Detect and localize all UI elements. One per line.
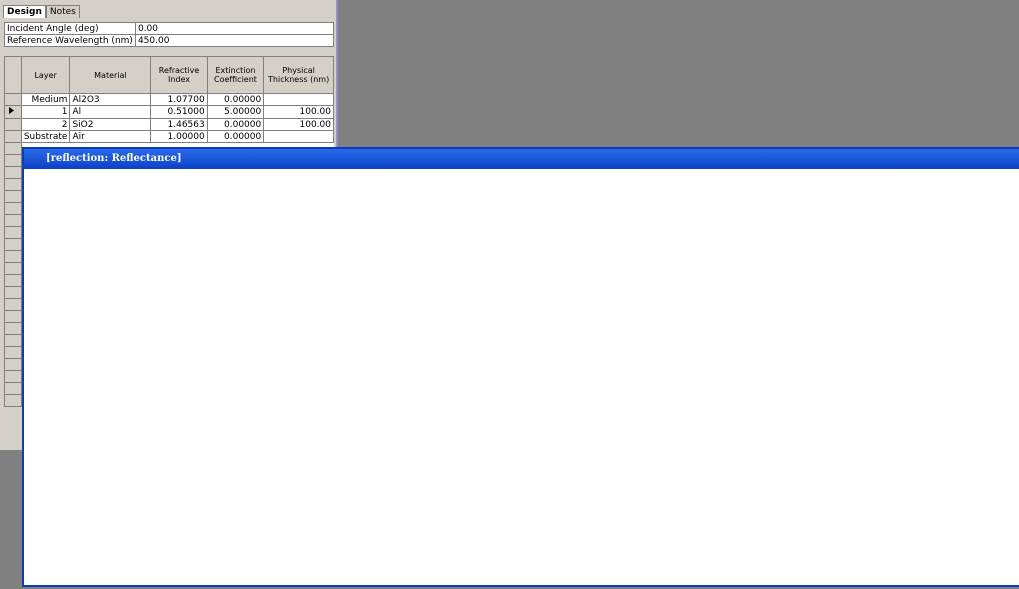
cell: 0.00000	[206, 118, 265, 131]
row-header	[4, 382, 22, 395]
tab[interactable]: Notes	[45, 5, 80, 18]
cell: Substrate	[20, 130, 71, 143]
tab[interactable]: Design	[3, 5, 46, 18]
cell: Al2O3	[69, 93, 152, 106]
row-header	[4, 190, 22, 203]
chart-window: [reflection: Reflectance]	[22, 147, 1019, 587]
cell	[263, 130, 334, 143]
row-header	[4, 274, 22, 287]
cell: SiO2	[69, 118, 152, 131]
corner	[4, 56, 22, 94]
row-header	[4, 93, 22, 106]
cell: 1.07700	[150, 93, 208, 106]
layer-row: Substrate Air 1.00000 0.00000	[4, 130, 334, 143]
cell: 100.00	[263, 118, 334, 131]
cell: 2	[20, 118, 71, 131]
header-row: Layer Material Refractive Index Extinction …	[4, 56, 334, 94]
row-header	[4, 214, 22, 227]
title-bar[interactable]: [reflection: Reflectance]	[24, 149, 1019, 169]
field-label: Incident Angle (deg)	[4, 22, 136, 35]
field-row: Incident Angle (deg) 0.00	[4, 22, 335, 35]
row-header	[4, 310, 22, 323]
tabs: Design Notes	[0, 0, 336, 18]
field-value: 0.00	[134, 22, 335, 35]
row-header	[4, 370, 22, 383]
row-header	[4, 142, 22, 155]
row-header	[4, 178, 22, 191]
row-header	[4, 394, 22, 407]
cell: 0.51000	[150, 105, 208, 119]
row-header	[4, 250, 22, 263]
layer-row: Medium Al2O3 1.07700 0.00000	[4, 93, 334, 106]
field-label: Reference Wavelength (nm)	[4, 34, 136, 47]
row-header	[4, 202, 22, 215]
row-header	[4, 130, 22, 143]
cell: 100.00	[263, 105, 334, 119]
row-header	[4, 346, 22, 359]
field-value: 450.00	[134, 34, 335, 47]
cell: 5.00000	[206, 105, 265, 119]
row-header	[4, 238, 22, 251]
cell: 1.46563	[150, 118, 208, 131]
cell	[263, 93, 334, 106]
row-header: reflection: ReflectanceReflectance (%)Wa…	[4, 105, 992, 517]
cell: 0.00000	[206, 130, 265, 143]
fields-table: Incident Angle (deg) 0.00 Reference Wavele…	[4, 22, 335, 47]
row-header	[4, 358, 22, 371]
column-header: Extinction Coefficient	[206, 56, 265, 94]
row-header	[4, 166, 22, 179]
row-header	[4, 226, 22, 239]
row-header	[4, 262, 22, 275]
row-header	[4, 118, 22, 131]
cell: 1.00000	[150, 130, 208, 143]
chart	[24, 169, 1018, 585]
cell: 1	[20, 105, 71, 119]
cell: Medium	[20, 93, 71, 106]
row-header	[4, 298, 22, 311]
layer-row: 2 SiO2 1.46563 0.00000 100.00	[4, 118, 334, 131]
column-header: Physical Thickness (nm)	[263, 56, 334, 94]
row-header	[4, 322, 22, 335]
cell: 0.00000	[206, 93, 265, 106]
cell: Al	[69, 105, 152, 119]
row-header	[4, 334, 22, 347]
column-header: Layer	[20, 56, 71, 94]
cell: Air	[69, 130, 152, 143]
layer-row: reflection: ReflectanceReflectance (%)Wa…	[4, 105, 992, 517]
row-header	[4, 286, 22, 299]
column-header: Material	[69, 56, 152, 94]
row-header	[4, 154, 22, 167]
field-row: Reference Wavelength (nm) 450.00	[4, 34, 335, 47]
column-header: Refractive Index	[150, 56, 208, 94]
